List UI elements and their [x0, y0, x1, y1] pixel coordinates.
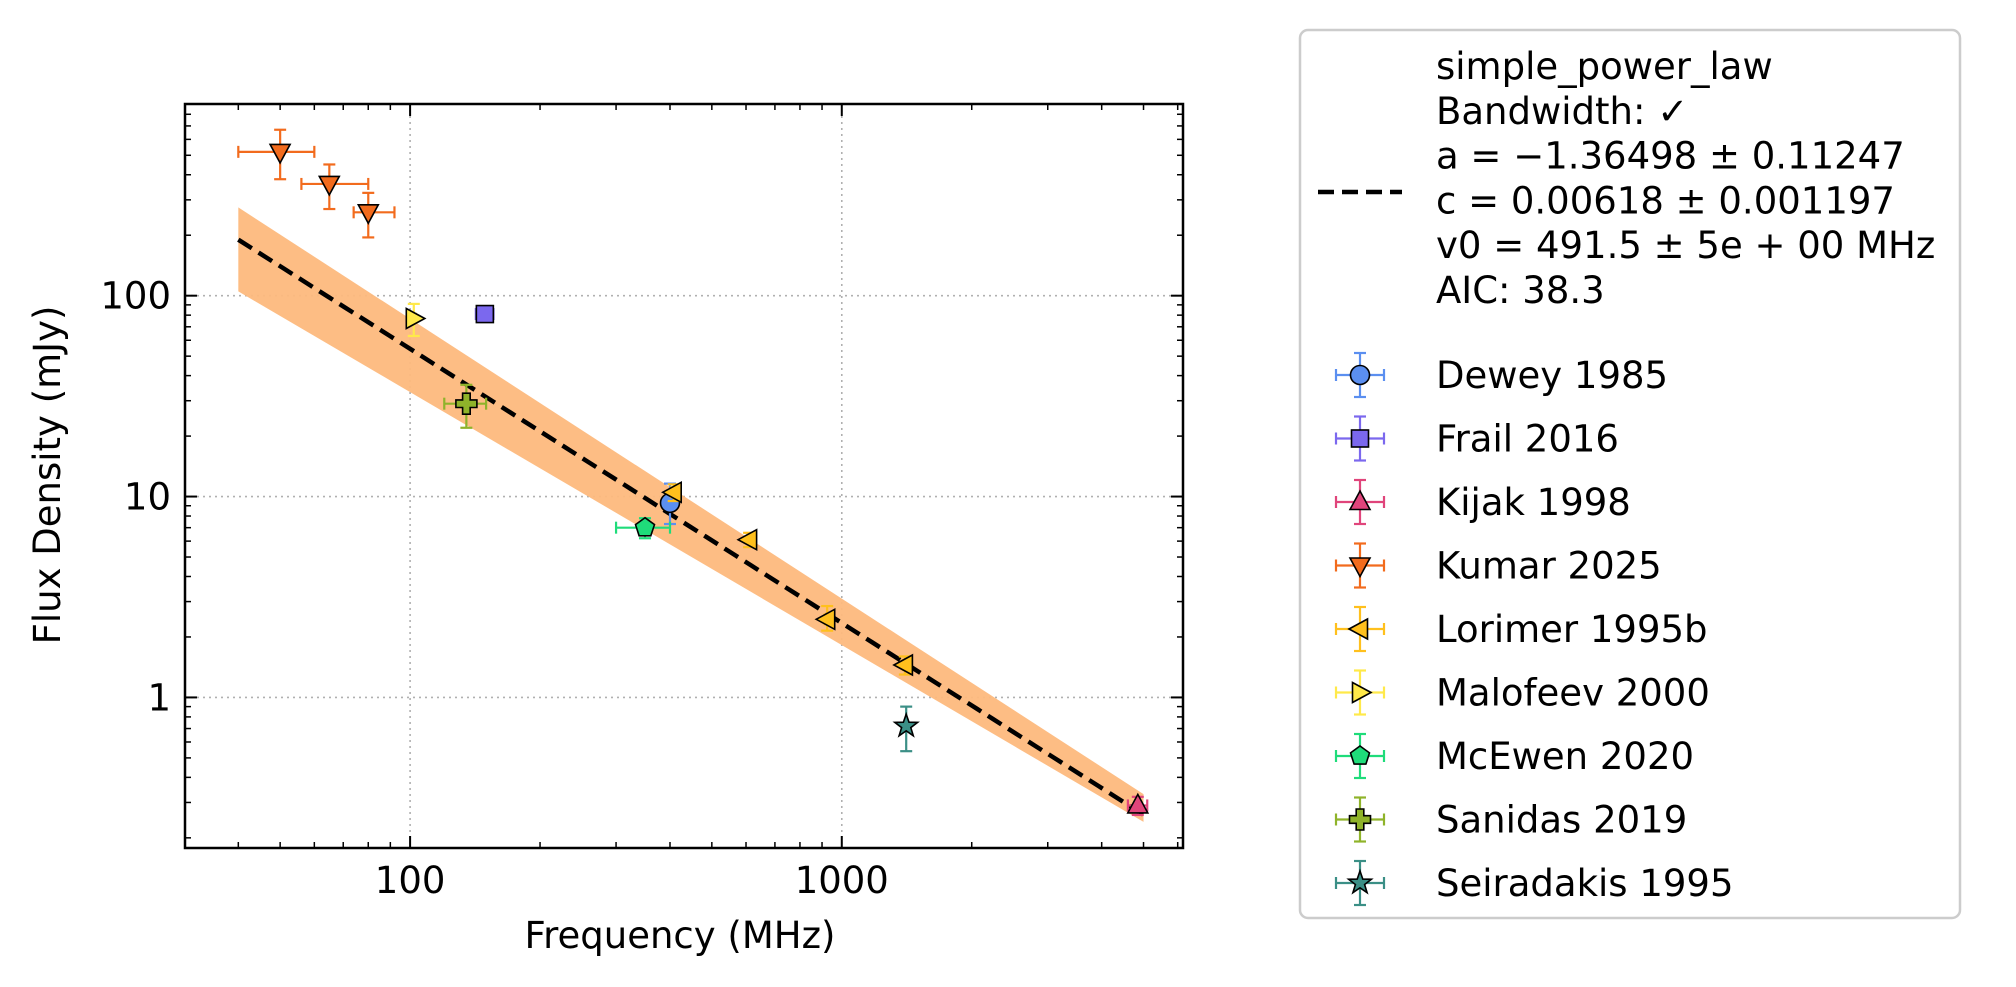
legend-fit-text: c = 0.00618 ± 0.001197 [1436, 179, 1895, 222]
data-point [892, 711, 920, 738]
y-tick-label: 1 [147, 676, 171, 719]
y-tick-label: 100 [100, 275, 171, 318]
legend-label: Sanidas 2019 [1436, 799, 1687, 842]
data-point [317, 175, 341, 197]
series-3 [237, 128, 396, 239]
legend-marker [1348, 489, 1372, 511]
series-7 [443, 383, 488, 429]
legend-marker [1351, 681, 1373, 704]
legend-fit-text: a = −1.36498 ± 0.11247 [1436, 135, 1905, 178]
legend-entry: Kumar 2025 [1334, 542, 1662, 589]
legend-label: Seiradakis 1995 [1436, 862, 1733, 905]
legend-label: Frail 2016 [1436, 418, 1619, 461]
series-5 [405, 302, 427, 338]
legend-entry: Sanidas 2019 [1334, 796, 1687, 843]
data-point [634, 516, 656, 537]
legend-label: McEwen 2020 [1436, 735, 1694, 778]
legend-fit-text: simple_power_law [1436, 45, 1773, 88]
data-point [892, 653, 914, 677]
legend-label: Malofeev 2000 [1436, 672, 1710, 715]
series-4 [661, 480, 914, 677]
legend-marker [1347, 617, 1369, 641]
legend-label: Dewey 1985 [1436, 354, 1668, 397]
legend-entry: McEwen 2020 [1334, 732, 1694, 780]
plot-frame [183, 102, 1185, 850]
series-2 [1126, 792, 1150, 817]
x-axis-label: Frequency (MHz) [525, 914, 836, 957]
series-1 [474, 304, 495, 324]
data-point [814, 607, 836, 631]
legend-fit-text: v0 = 491.5 ± 5e + 00 MHz [1436, 224, 1935, 267]
data-point [356, 204, 380, 225]
error-bars [300, 163, 370, 211]
series-6 [614, 516, 672, 540]
x-tick-label: 1000 [795, 859, 889, 902]
legend-label: Kumar 2025 [1436, 545, 1662, 588]
legend-error-bars [1334, 796, 1386, 843]
data-point [1126, 792, 1150, 814]
y-axis-label: Flux Density (mJy) [26, 306, 69, 645]
legend-marker [1349, 364, 1371, 386]
x-tick-label: 100 [375, 859, 446, 902]
data-point [455, 392, 478, 416]
legend-entry: Frail 2016 [1334, 415, 1619, 462]
axes: Frequency (MHz) Flux Density (mJy) 100 10… [26, 102, 1185, 957]
y-tick-label: 10 [124, 476, 171, 519]
legend-entry: Lorimer 1995b [1334, 605, 1708, 653]
legend-fit-text: AIC: 38.3 [1436, 269, 1605, 312]
legend-marker [1348, 557, 1372, 579]
legend-marker [1346, 868, 1374, 895]
legend-entry: Kijak 1998 [1334, 478, 1631, 526]
plot-area [185, 104, 1183, 848]
data-point [736, 528, 758, 552]
data-point [268, 143, 292, 165]
data-point [475, 304, 495, 324]
fit-line [237, 237, 1145, 817]
error-bars [352, 191, 396, 239]
legend-marker [1350, 429, 1370, 448]
legend-label: Kijak 1998 [1436, 481, 1631, 524]
legend-box [1298, 28, 1962, 920]
data-point [405, 307, 427, 330]
legend-marker [1349, 745, 1371, 765]
data-point [661, 480, 683, 504]
legend-label: Lorimer 1995b [1436, 608, 1708, 651]
legend-marker [1348, 808, 1372, 831]
legend-entry: Malofeev 2000 [1334, 669, 1710, 716]
legend-fit-text: Bandwidth: ✓ [1436, 90, 1688, 133]
series-8 [892, 705, 920, 753]
legend-entry: Dewey 1985 [1334, 351, 1668, 399]
legend-entry: Seiradakis 1995 [1334, 859, 1733, 907]
